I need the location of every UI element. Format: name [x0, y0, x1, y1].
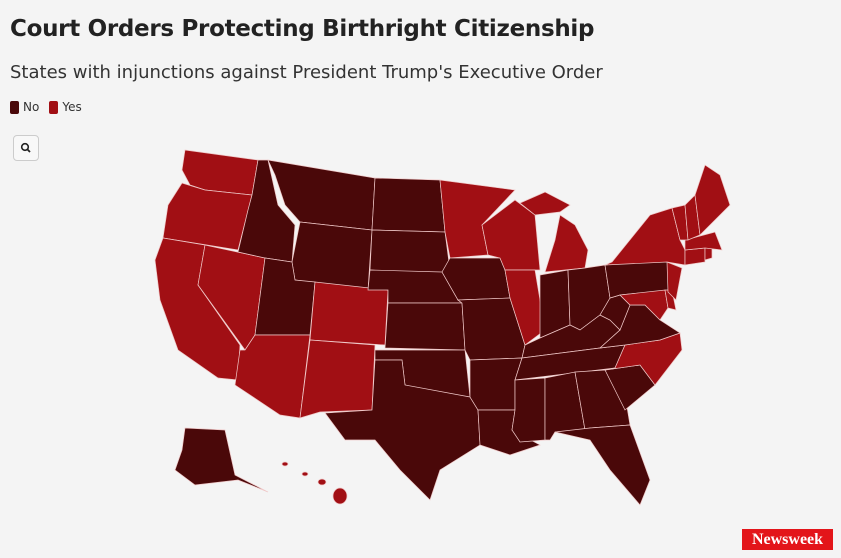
- state[interactable]: [371, 177, 446, 233]
- legend-item[interactable]: No: [10, 100, 39, 114]
- search-button[interactable]: [13, 135, 39, 161]
- state[interactable]: [234, 334, 311, 419]
- legend-label: Yes: [62, 100, 82, 114]
- logo[interactable]: Newsweek: [742, 529, 833, 550]
- state[interactable]: [504, 269, 546, 346]
- state[interactable]: [162, 182, 253, 251]
- state[interactable]: [291, 221, 373, 291]
- state[interactable]: [519, 191, 571, 216]
- state[interactable]: [369, 229, 451, 276]
- legend-label: No: [23, 100, 40, 114]
- state[interactable]: [332, 487, 348, 505]
- state[interactable]: [511, 377, 546, 443]
- state[interactable]: [384, 302, 466, 351]
- subtitle: States with injunctions against Presiden…: [10, 62, 603, 83]
- state[interactable]: [694, 164, 731, 236]
- state[interactable]: [324, 359, 481, 501]
- state[interactable]: [704, 247, 713, 261]
- legend-swatch: [10, 100, 19, 114]
- legend-item[interactable]: Yes: [49, 100, 82, 114]
- state[interactable]: [684, 247, 706, 266]
- legend: No Yes: [10, 100, 82, 114]
- state[interactable]: [544, 214, 589, 273]
- state[interactable]: [684, 231, 723, 251]
- state[interactable]: [666, 261, 683, 301]
- state[interactable]: [554, 424, 651, 506]
- states: [154, 149, 731, 506]
- state[interactable]: [469, 357, 523, 411]
- state[interactable]: [317, 478, 327, 486]
- state[interactable]: [309, 281, 389, 346]
- state[interactable]: [301, 471, 309, 477]
- search-icon: [20, 142, 31, 153]
- legend-swatch: [49, 100, 59, 114]
- state[interactable]: [299, 339, 376, 419]
- state[interactable]: [604, 207, 686, 266]
- state[interactable]: [174, 427, 269, 493]
- title: Court Orders Protecting Birthright Citiz…: [10, 16, 595, 42]
- state[interactable]: [281, 461, 289, 467]
